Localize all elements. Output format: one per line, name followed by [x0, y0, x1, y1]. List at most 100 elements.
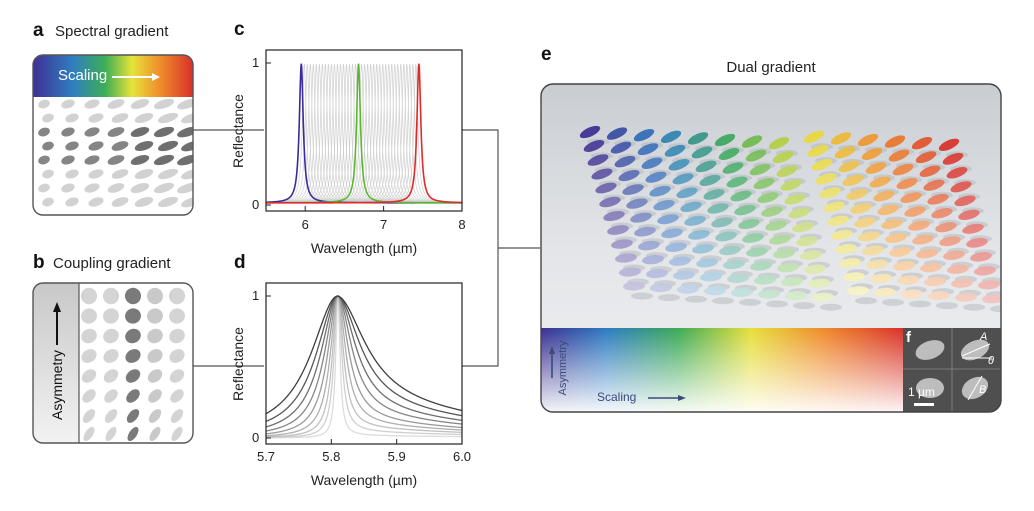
- ellipse-b: [82, 389, 96, 403]
- y-tick-label-c: 0: [252, 197, 260, 212]
- ellipse-a: [181, 196, 193, 208]
- resonator-ellipse: [924, 277, 946, 287]
- ellipse-a: [181, 140, 193, 152]
- resonator-ellipse: [661, 228, 683, 239]
- resonator-ellipse: [811, 159, 833, 171]
- ellipse-a: [65, 113, 79, 123]
- ellipse-shadow: [793, 302, 815, 310]
- resonator-ellipse: [741, 135, 763, 148]
- resonator-ellipse: [634, 226, 656, 237]
- ellipse-a: [61, 155, 75, 165]
- resonator-ellipse: [757, 192, 779, 203]
- resonator-ellipse: [942, 152, 964, 165]
- resonator-ellipse: [665, 242, 687, 252]
- coupling-series-line: [266, 295, 462, 415]
- ellipse-a: [61, 127, 75, 137]
- resonator-ellipse: [595, 182, 617, 194]
- ellipse-b: [105, 426, 117, 442]
- resonator-ellipse: [915, 151, 937, 164]
- panel-a-title: Spectral gradient: [55, 23, 169, 40]
- panel-a-letter: a: [33, 20, 44, 41]
- resonator-ellipse: [861, 148, 883, 160]
- ellipse-shadow: [658, 294, 680, 302]
- resonator-ellipse: [881, 218, 903, 230]
- resonator-ellipse: [904, 206, 926, 217]
- resonator-ellipse: [869, 176, 891, 188]
- ellipse-b: [124, 287, 142, 305]
- resonator-ellipse: [982, 294, 1001, 304]
- resonator-ellipse: [615, 253, 637, 263]
- panel-b-letter: b: [33, 252, 45, 273]
- resonator-ellipse: [700, 272, 722, 282]
- ellipse-b: [169, 328, 185, 344]
- resonator-ellipse: [749, 163, 771, 176]
- resonator-ellipse: [831, 229, 853, 240]
- ellipse-b: [81, 349, 97, 363]
- panel-b-title: Coupling gradient: [53, 255, 171, 272]
- resonator-ellipse: [660, 130, 682, 143]
- x-tick-label-d: 5.7: [256, 449, 276, 464]
- resonator-ellipse: [672, 173, 694, 185]
- resonator-ellipse: [726, 176, 748, 188]
- ellipse-b: [125, 328, 141, 344]
- ellipse-a: [42, 197, 54, 207]
- ellipse-a: [65, 197, 79, 207]
- resonator-ellipse: [938, 138, 960, 151]
- resonator-ellipse: [719, 245, 741, 256]
- resonator-ellipse: [939, 236, 961, 247]
- resonator-ellipse: [916, 248, 938, 259]
- resonator-ellipse: [923, 179, 945, 191]
- resonator-ellipse: [642, 254, 664, 265]
- resonator-ellipse: [688, 229, 710, 240]
- resonator-ellipse: [804, 264, 826, 274]
- coupling-series-line: [266, 296, 462, 439]
- ellipse-a: [153, 98, 175, 110]
- resonator-ellipse: [773, 248, 795, 259]
- resonator-ellipse: [742, 233, 764, 243]
- scaling-label-a: Scaling: [58, 67, 108, 84]
- x-tick-label-d: 5.9: [387, 449, 406, 464]
- resonator-ellipse: [892, 163, 914, 176]
- ellipse-b: [147, 308, 163, 324]
- ellipse-shadow: [739, 298, 761, 306]
- resonator-ellipse: [962, 223, 984, 234]
- ellipse-a: [157, 168, 179, 180]
- resonator-ellipse: [668, 159, 690, 171]
- ellipse-a: [84, 99, 100, 109]
- ellipse-a: [177, 126, 193, 138]
- resonator-ellipse: [738, 218, 760, 230]
- ellipse-a: [84, 127, 100, 137]
- ellipse-shadow: [963, 303, 985, 311]
- resonator-ellipse: [781, 277, 803, 287]
- ellipse-b: [102, 287, 120, 305]
- ellipse-a: [42, 169, 54, 179]
- resonator-ellipse: [788, 208, 810, 219]
- resonator-ellipse: [769, 234, 791, 245]
- resonator-ellipse: [950, 181, 972, 193]
- resonator-ellipse: [680, 201, 702, 212]
- panel-e-letter: e: [541, 44, 552, 65]
- resonator-ellipse: [750, 261, 772, 271]
- resonator-ellipse: [718, 148, 740, 160]
- ellipse-shadow: [820, 303, 842, 311]
- resonator-ellipse: [626, 198, 648, 209]
- resonator-ellipse: [955, 292, 977, 302]
- resonator-ellipse: [630, 212, 652, 223]
- ellipse-b: [103, 308, 119, 324]
- ellipse-a: [84, 183, 100, 193]
- resonator-ellipse: [657, 214, 679, 225]
- ellipse-shadow: [685, 295, 707, 303]
- resonator-ellipse: [830, 132, 852, 145]
- dual-gradient-panel: [541, 84, 1001, 412]
- ellipse-a: [42, 141, 54, 151]
- resonator-ellipse: [745, 149, 767, 162]
- resonator-ellipse: [866, 259, 888, 270]
- resonator-ellipse: [776, 165, 798, 177]
- ellipse-shadow: [631, 292, 653, 300]
- resonator-ellipse: [874, 287, 896, 297]
- ellipse-b: [148, 389, 162, 403]
- resonator-ellipse: [715, 231, 737, 242]
- resonator-ellipse: [854, 217, 876, 228]
- resonator-ellipse: [873, 190, 895, 202]
- ellipse-a: [130, 99, 150, 109]
